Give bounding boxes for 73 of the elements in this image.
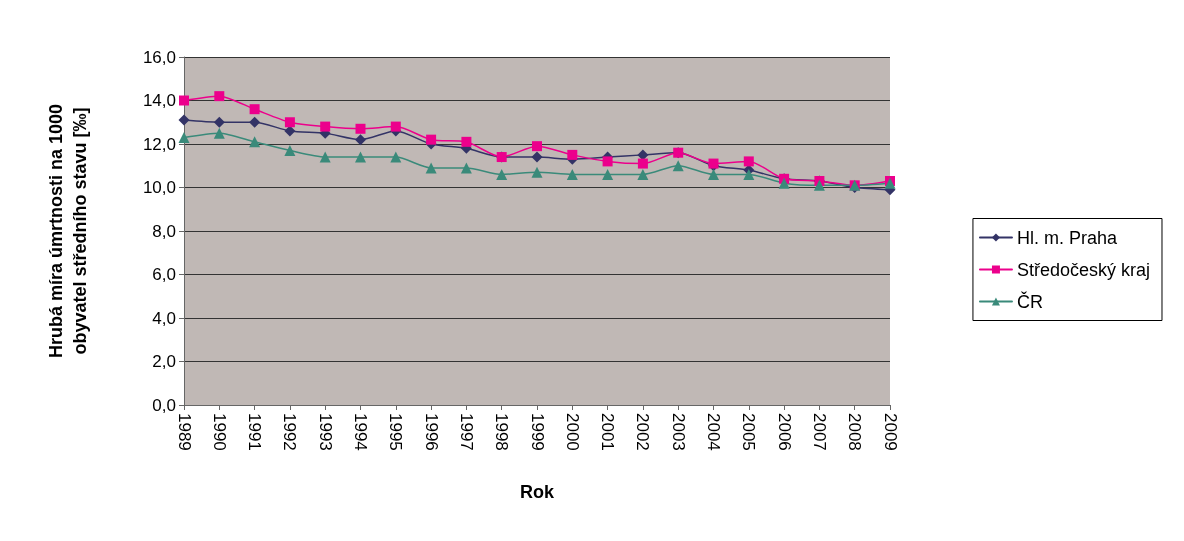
point [532,141,542,152]
x-tick-label: 2003 [668,413,688,451]
point [813,179,825,191]
point [637,158,648,169]
x-tick-label: 1997 [456,413,476,451]
point [672,160,684,172]
point [319,151,331,163]
y-tick-label: 16,0 [142,47,176,67]
point [249,104,260,115]
point [743,168,755,180]
x-tick-label: 1992 [280,413,300,451]
legend-label: Hl. m. Praha [1016,227,1118,248]
point [426,134,437,145]
y-tick-label: 14,0 [142,91,176,110]
point [249,116,261,128]
point [214,91,225,102]
y-tick-label: 12,0 [142,134,176,154]
x-tick-label: 2005 [739,413,759,451]
x-tick-label: 1994 [351,413,370,451]
x-tick-label: 2009 [880,413,900,451]
point [355,123,366,134]
x-tick-label: 1998 [492,413,512,451]
x-tick-label: 2008 [845,413,865,451]
point [566,168,578,180]
point [460,162,472,174]
point [602,156,613,167]
point [355,134,366,146]
point [284,117,295,128]
y-tick-label: 4,0 [152,308,176,328]
point [390,151,402,163]
legend-label: Středočeský kraj [1016,259,1151,280]
point [213,116,225,128]
point [249,136,261,148]
point [531,166,543,178]
y-axis-title: Hrubá míra úmrtnosti na 1000 obyvatel středního stavu [‰] [46,103,90,359]
point [708,168,719,180]
y-tick-label: 0,0 [152,395,176,415]
point [743,156,754,167]
y-tick-label: 2,0 [152,352,176,371]
point [284,145,296,157]
point [425,162,437,174]
point [778,177,790,189]
y-tick-label: 10,0 [142,178,176,197]
point [179,95,189,106]
point [531,151,543,163]
x-tick-label: 2002 [633,413,653,451]
point [390,121,401,132]
y-tick-label: 6,0 [152,265,176,284]
x-tick-label: 1999 [527,413,547,451]
x-tick-label: 2001 [598,413,618,451]
x-tick-label: 2006 [774,413,794,451]
point [461,136,472,147]
x-tick-label: 1995 [386,413,406,451]
point [496,168,508,180]
x-tick-label: 1991 [245,413,265,451]
point [602,168,614,180]
x-tick-label: 2007 [809,413,829,451]
x-tick-label: 1993 [315,413,335,451]
x-tick-label: 1996 [421,413,441,451]
point [213,127,225,139]
point [320,121,331,132]
y-tick-label: 8,0 [152,221,176,241]
x-axis-title: Rok [519,482,555,502]
x-tick-label: 1989 [174,413,194,451]
point [178,131,190,143]
point [355,151,366,163]
point [637,168,649,180]
x-tick-label: 1990 [209,413,229,451]
point [567,149,578,160]
x-tick-label: 2004 [704,413,723,451]
x-tick-label: 2000 [562,413,582,451]
legend-label: ČR [1016,290,1043,312]
point [178,114,190,126]
